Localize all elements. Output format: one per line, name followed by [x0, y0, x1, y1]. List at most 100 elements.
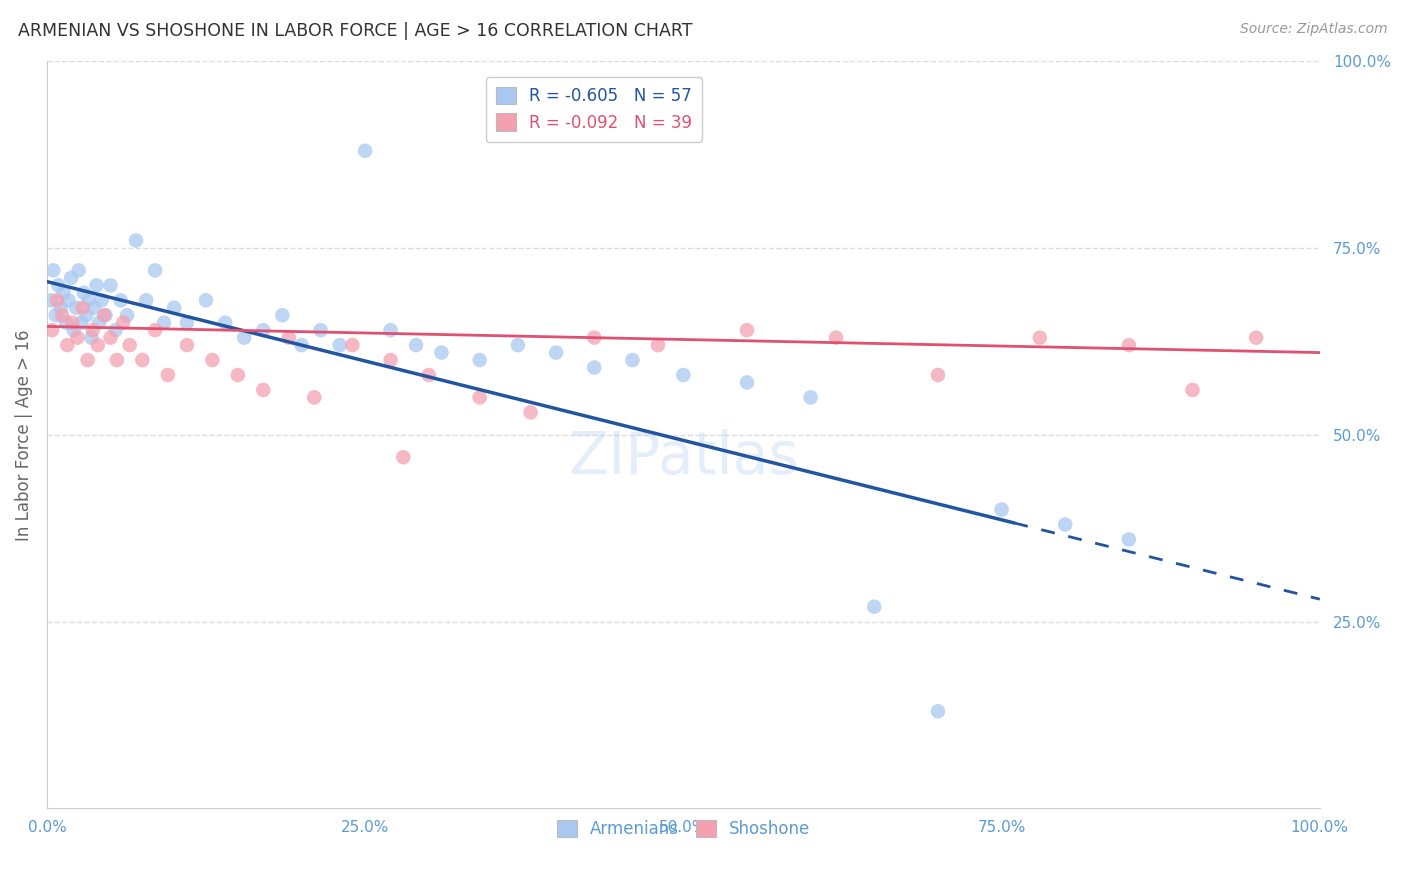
- Point: [60, 316, 83, 330]
- Point: [1118, 338, 1140, 352]
- Point: [93, 308, 115, 322]
- Y-axis label: In Labor Force | Age > 16: In Labor Force | Age > 16: [15, 329, 32, 541]
- Point: [82, 323, 104, 337]
- Point: [468, 353, 491, 368]
- Point: [1118, 533, 1140, 547]
- Point: [927, 368, 949, 382]
- Point: [380, 323, 402, 337]
- Point: [309, 323, 332, 337]
- Point: [156, 368, 179, 382]
- Point: [519, 405, 541, 419]
- Point: [72, 301, 94, 315]
- Point: [380, 353, 402, 368]
- Point: [118, 338, 141, 352]
- Point: [58, 293, 80, 308]
- Point: [56, 338, 79, 352]
- Point: [51, 308, 73, 322]
- Point: [252, 323, 274, 337]
- Point: [735, 323, 758, 337]
- Text: ZIPatlas: ZIPatlas: [568, 429, 799, 486]
- Point: [583, 331, 606, 345]
- Point: [153, 316, 176, 330]
- Point: [42, 263, 65, 277]
- Point: [125, 234, 148, 248]
- Point: [583, 360, 606, 375]
- Point: [302, 391, 325, 405]
- Point: [94, 308, 117, 322]
- Point: [80, 331, 103, 345]
- Point: [990, 502, 1012, 516]
- Point: [66, 331, 89, 345]
- Point: [1054, 517, 1077, 532]
- Point: [52, 285, 75, 300]
- Point: [544, 345, 567, 359]
- Point: [342, 338, 364, 352]
- Point: [62, 323, 84, 337]
- Point: [46, 293, 69, 308]
- Point: [75, 308, 97, 322]
- Point: [87, 316, 110, 330]
- Point: [163, 301, 186, 315]
- Point: [735, 376, 758, 390]
- Point: [277, 331, 299, 345]
- Point: [430, 345, 453, 359]
- Point: [70, 316, 93, 330]
- Point: [86, 278, 108, 293]
- Point: [41, 323, 63, 337]
- Point: [135, 293, 157, 308]
- Point: [1029, 331, 1052, 345]
- Point: [863, 599, 886, 614]
- Point: [87, 338, 110, 352]
- Point: [55, 316, 77, 330]
- Point: [418, 368, 440, 382]
- Point: [112, 316, 135, 330]
- Point: [672, 368, 695, 382]
- Point: [143, 263, 166, 277]
- Point: [201, 353, 224, 368]
- Legend: Armenians, Shoshone: Armenians, Shoshone: [550, 814, 817, 845]
- Point: [49, 301, 72, 315]
- Point: [405, 338, 427, 352]
- Point: [800, 391, 823, 405]
- Point: [226, 368, 249, 382]
- Point: [195, 293, 218, 308]
- Point: [131, 353, 153, 368]
- Text: Source: ZipAtlas.com: Source: ZipAtlas.com: [1240, 22, 1388, 37]
- Point: [73, 285, 96, 300]
- Point: [354, 144, 377, 158]
- Point: [110, 293, 132, 308]
- Point: [77, 293, 100, 308]
- Point: [290, 338, 312, 352]
- Point: [621, 353, 644, 368]
- Point: [67, 263, 90, 277]
- Point: [104, 323, 127, 337]
- Point: [45, 308, 67, 322]
- Point: [60, 270, 83, 285]
- Point: [65, 301, 87, 315]
- Point: [46, 278, 69, 293]
- Point: [176, 338, 198, 352]
- Point: [176, 316, 198, 330]
- Point: [1244, 331, 1267, 345]
- Point: [105, 353, 128, 368]
- Point: [468, 391, 491, 405]
- Point: [100, 331, 122, 345]
- Point: [1181, 383, 1204, 397]
- Point: [143, 323, 166, 337]
- Point: [271, 308, 294, 322]
- Text: ARMENIAN VS SHOSHONE IN LABOR FORCE | AGE > 16 CORRELATION CHART: ARMENIAN VS SHOSHONE IN LABOR FORCE | AG…: [18, 22, 693, 40]
- Point: [115, 308, 138, 322]
- Point: [90, 293, 112, 308]
- Point: [252, 383, 274, 397]
- Point: [83, 301, 105, 315]
- Point: [647, 338, 669, 352]
- Point: [39, 293, 62, 308]
- Point: [927, 704, 949, 718]
- Point: [100, 278, 122, 293]
- Point: [392, 450, 415, 465]
- Point: [825, 331, 848, 345]
- Point: [329, 338, 352, 352]
- Point: [233, 331, 256, 345]
- Point: [76, 353, 98, 368]
- Point: [506, 338, 529, 352]
